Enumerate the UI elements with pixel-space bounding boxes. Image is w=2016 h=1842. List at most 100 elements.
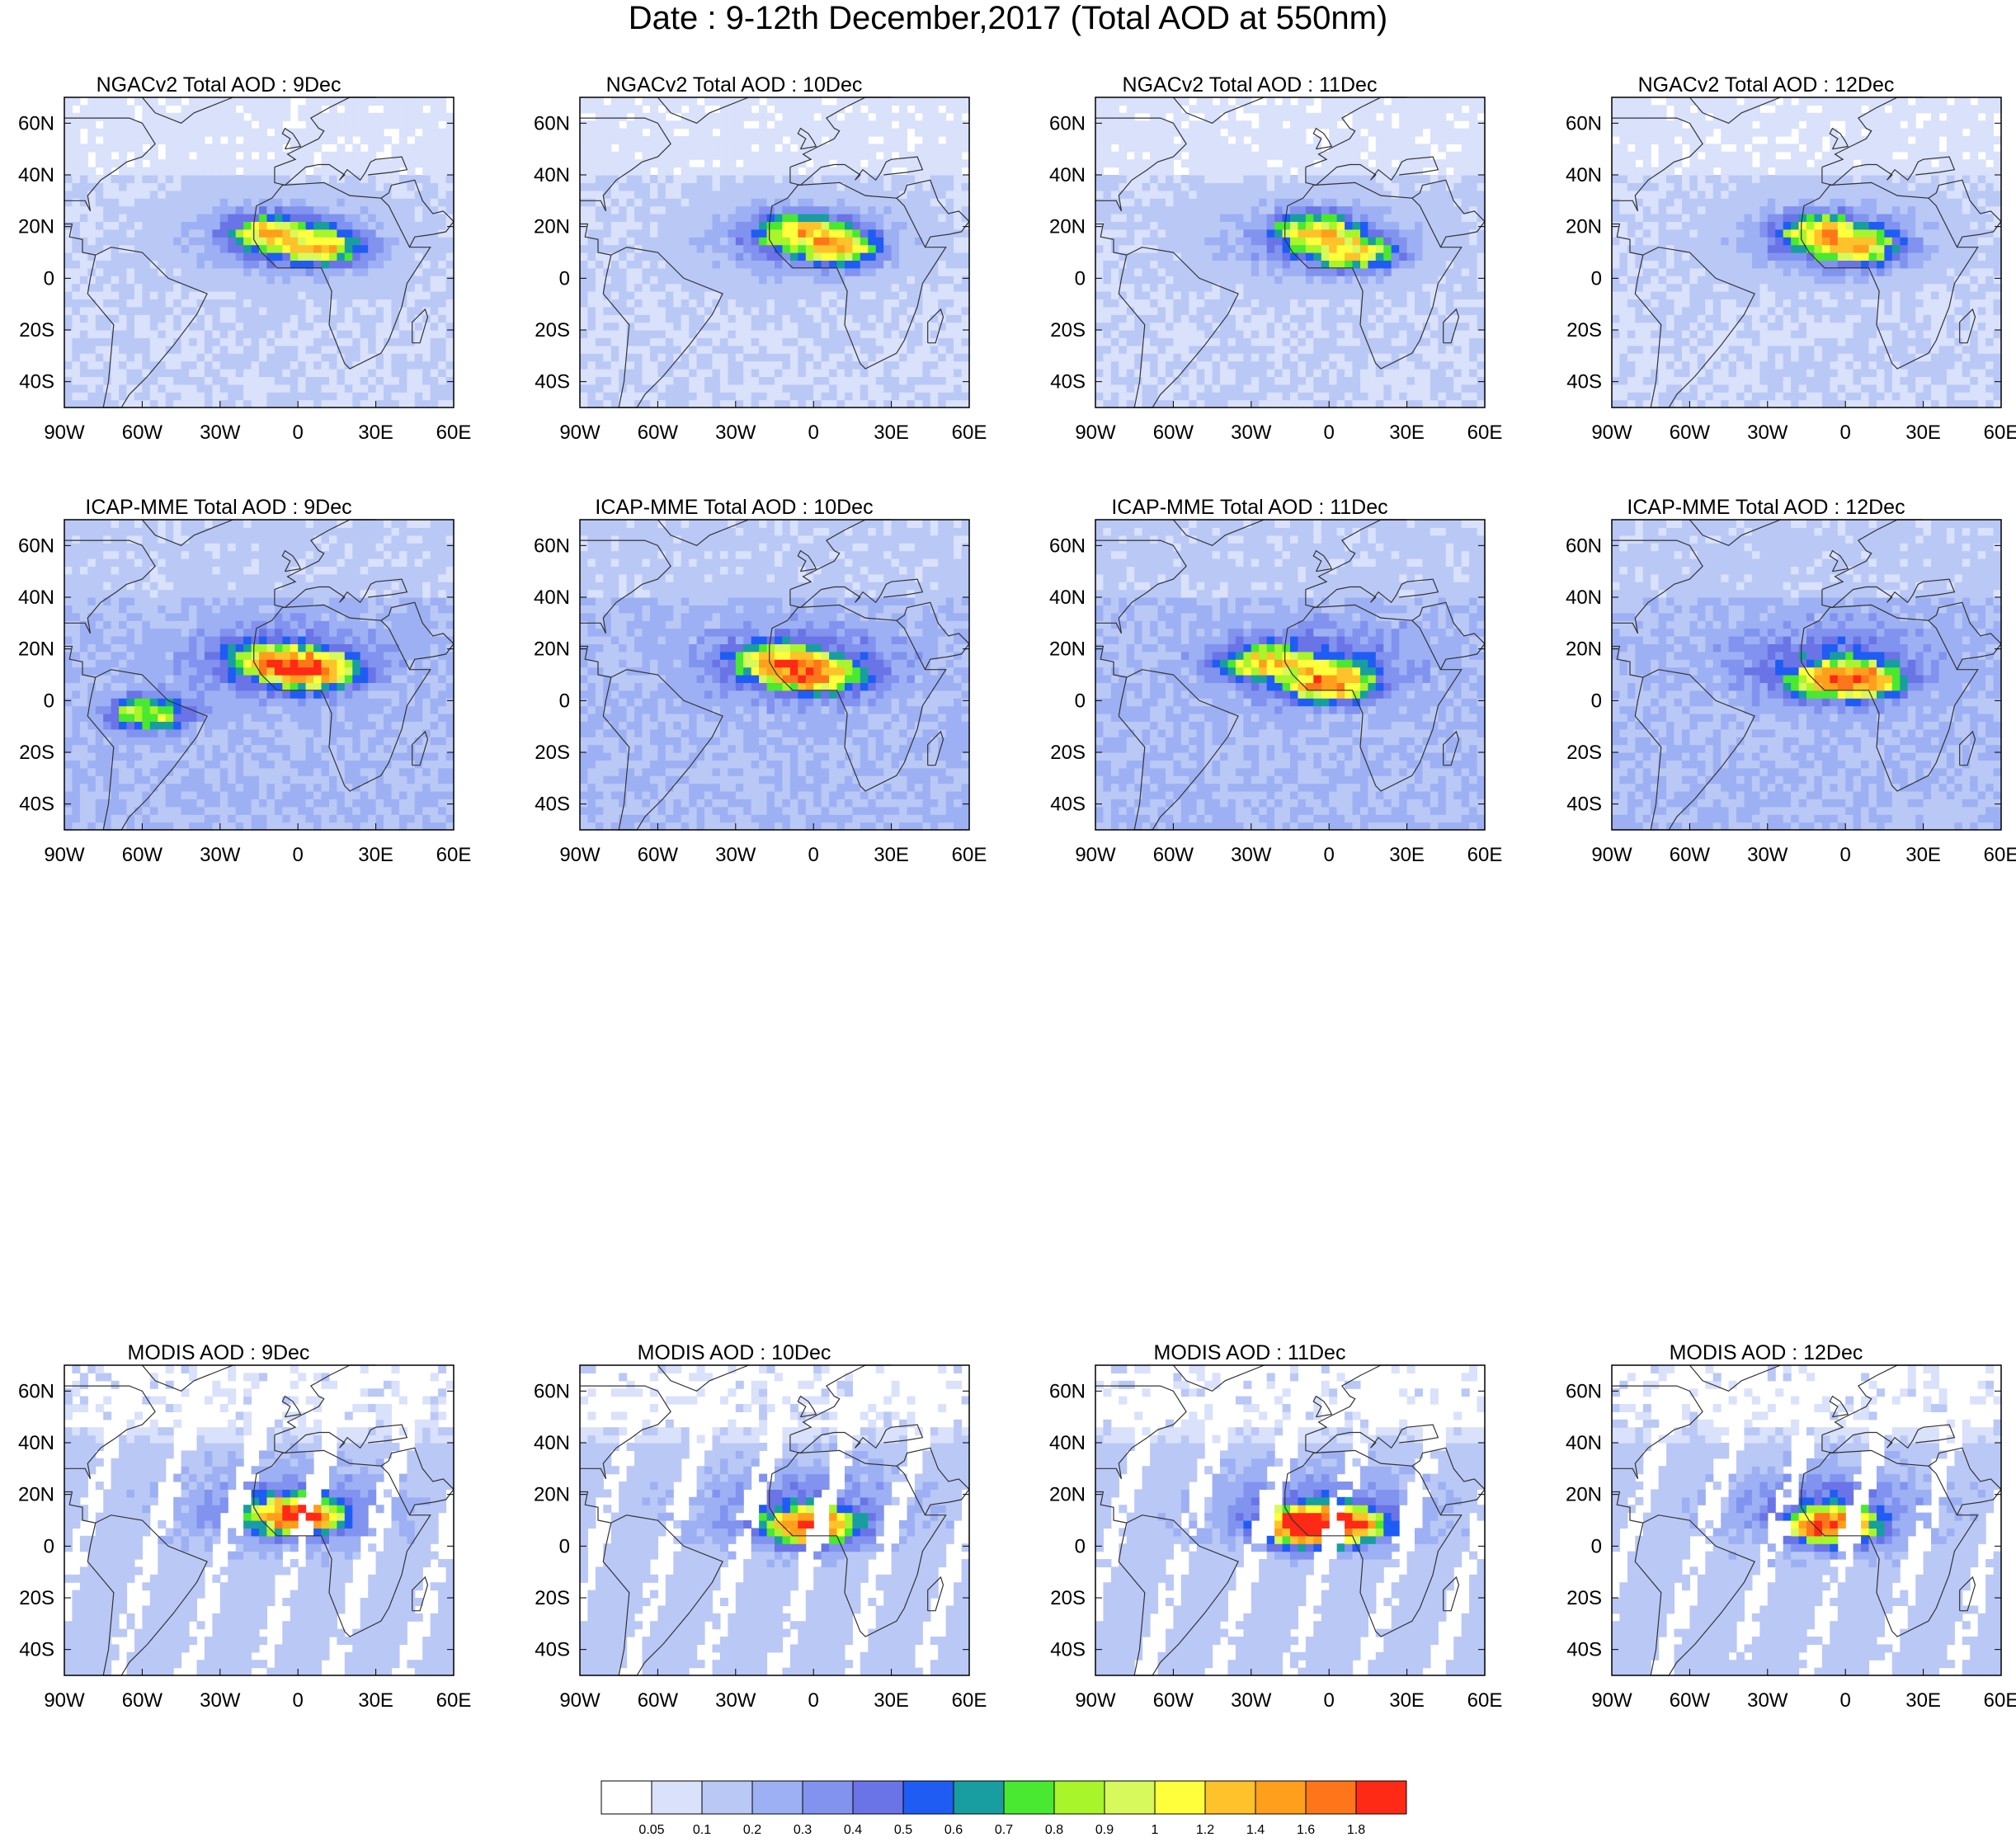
aod-cell: [189, 237, 197, 245]
aod-cell: [876, 245, 884, 253]
aod-cell: [1220, 214, 1228, 222]
aod-cell: [845, 400, 853, 408]
aod-cell: [1127, 120, 1135, 129]
aod-cell: [127, 175, 135, 183]
aod-cell: [743, 252, 751, 261]
aod-cell: [1134, 291, 1142, 299]
aod-cell: [1283, 97, 1291, 106]
aod-cell: [1259, 191, 1267, 199]
aod-cell: [438, 268, 446, 276]
aod-cell: [438, 384, 446, 393]
aod-cell: [915, 206, 923, 214]
aod-cell: [1251, 152, 1260, 160]
aod-cell: [713, 400, 721, 408]
aod-cell: [422, 276, 431, 284]
aod-cell: [1236, 136, 1244, 144]
aod-cell: [252, 314, 260, 323]
aod-field: [580, 97, 970, 408]
aod-cell: [806, 307, 814, 315]
aod-cell: [580, 245, 588, 253]
aod-cell: [103, 291, 111, 299]
aod-cell: [930, 284, 939, 292]
aod-cell: [306, 307, 314, 315]
aod-cell: [1243, 369, 1251, 377]
aod-cell: [173, 307, 181, 315]
aod-cell: [946, 330, 954, 338]
aod-cell: [158, 237, 166, 245]
aod-cell: [150, 167, 158, 176]
aod-cell: [352, 276, 360, 284]
aod-cell: [1298, 330, 1306, 338]
aod-cell: [1213, 237, 1221, 245]
aod-cell: [134, 129, 143, 137]
aod-cell: [922, 400, 930, 408]
aod-cell: [946, 252, 954, 261]
aod-cell: [415, 307, 423, 315]
aod-cell: [407, 120, 415, 129]
aod-cell: [64, 191, 73, 199]
aod-cell: [751, 252, 760, 261]
aod-cell: [166, 182, 174, 191]
aod-cell: [697, 206, 705, 214]
aod-cell: [596, 337, 604, 346]
aod-cell: [259, 376, 267, 384]
aod-cell: [1103, 182, 1111, 191]
aod-cell: [345, 376, 353, 384]
aod-cell: [1166, 392, 1174, 400]
aod-cell: [743, 284, 751, 292]
aod-cell: [259, 353, 267, 361]
aod-cell: [1111, 330, 1119, 338]
aod-cell: [1243, 252, 1251, 261]
aod-cell: [243, 252, 252, 261]
aod-cell: [150, 323, 158, 331]
aod-cell: [876, 291, 884, 299]
aod-cell: [954, 198, 962, 206]
aod-cell: [1111, 113, 1119, 121]
aod-cell: [1283, 376, 1291, 384]
x-tick-label: 60E: [952, 422, 987, 444]
aod-cell: [922, 152, 930, 160]
aod-cell: [1189, 245, 1197, 253]
aod-cell: [782, 237, 790, 245]
aod-cell: [580, 237, 588, 245]
aod-cell: [313, 167, 322, 176]
aod-cell: [80, 167, 88, 176]
aod-cell: [643, 245, 651, 253]
aod-cell: [720, 376, 728, 384]
aod-cell: [1158, 314, 1166, 323]
y-tick-label: 60N: [534, 112, 570, 134]
aod-cell: [829, 252, 837, 261]
aod-cell: [1236, 307, 1244, 315]
aod-cell: [1283, 252, 1291, 261]
aod-cell: [1228, 167, 1236, 176]
aod-cell: [376, 337, 384, 346]
aod-cell: [103, 214, 111, 222]
aod-cell: [946, 346, 954, 354]
aod-cell: [611, 353, 619, 361]
aod-cell: [1243, 175, 1251, 183]
aod-cell: [173, 252, 181, 261]
aod-cell: [587, 152, 596, 160]
aod-cell: [337, 323, 345, 331]
aod-cell: [806, 260, 814, 268]
aod-cell: [1259, 214, 1267, 222]
aod-cell: [829, 198, 837, 206]
aod-cell: [368, 376, 376, 384]
aod-cell: [611, 384, 619, 393]
aod-cell: [1150, 182, 1158, 191]
aod-cell: [1204, 152, 1213, 160]
aod-cell: [1290, 260, 1298, 268]
aod-cell: [1189, 129, 1197, 137]
aod-cell: [954, 214, 962, 222]
aod-cell: [368, 182, 376, 191]
aod-cell: [1228, 361, 1236, 370]
aod-cell: [197, 152, 205, 160]
aod-cell: [704, 191, 713, 199]
aod-cell: [930, 159, 939, 167]
aod-cell: [634, 113, 643, 121]
aod-cell: [596, 191, 604, 199]
aod-cell: [352, 353, 360, 361]
aod-cell: [392, 299, 400, 307]
aod-cell: [736, 182, 744, 191]
aod-cell: [368, 337, 376, 346]
